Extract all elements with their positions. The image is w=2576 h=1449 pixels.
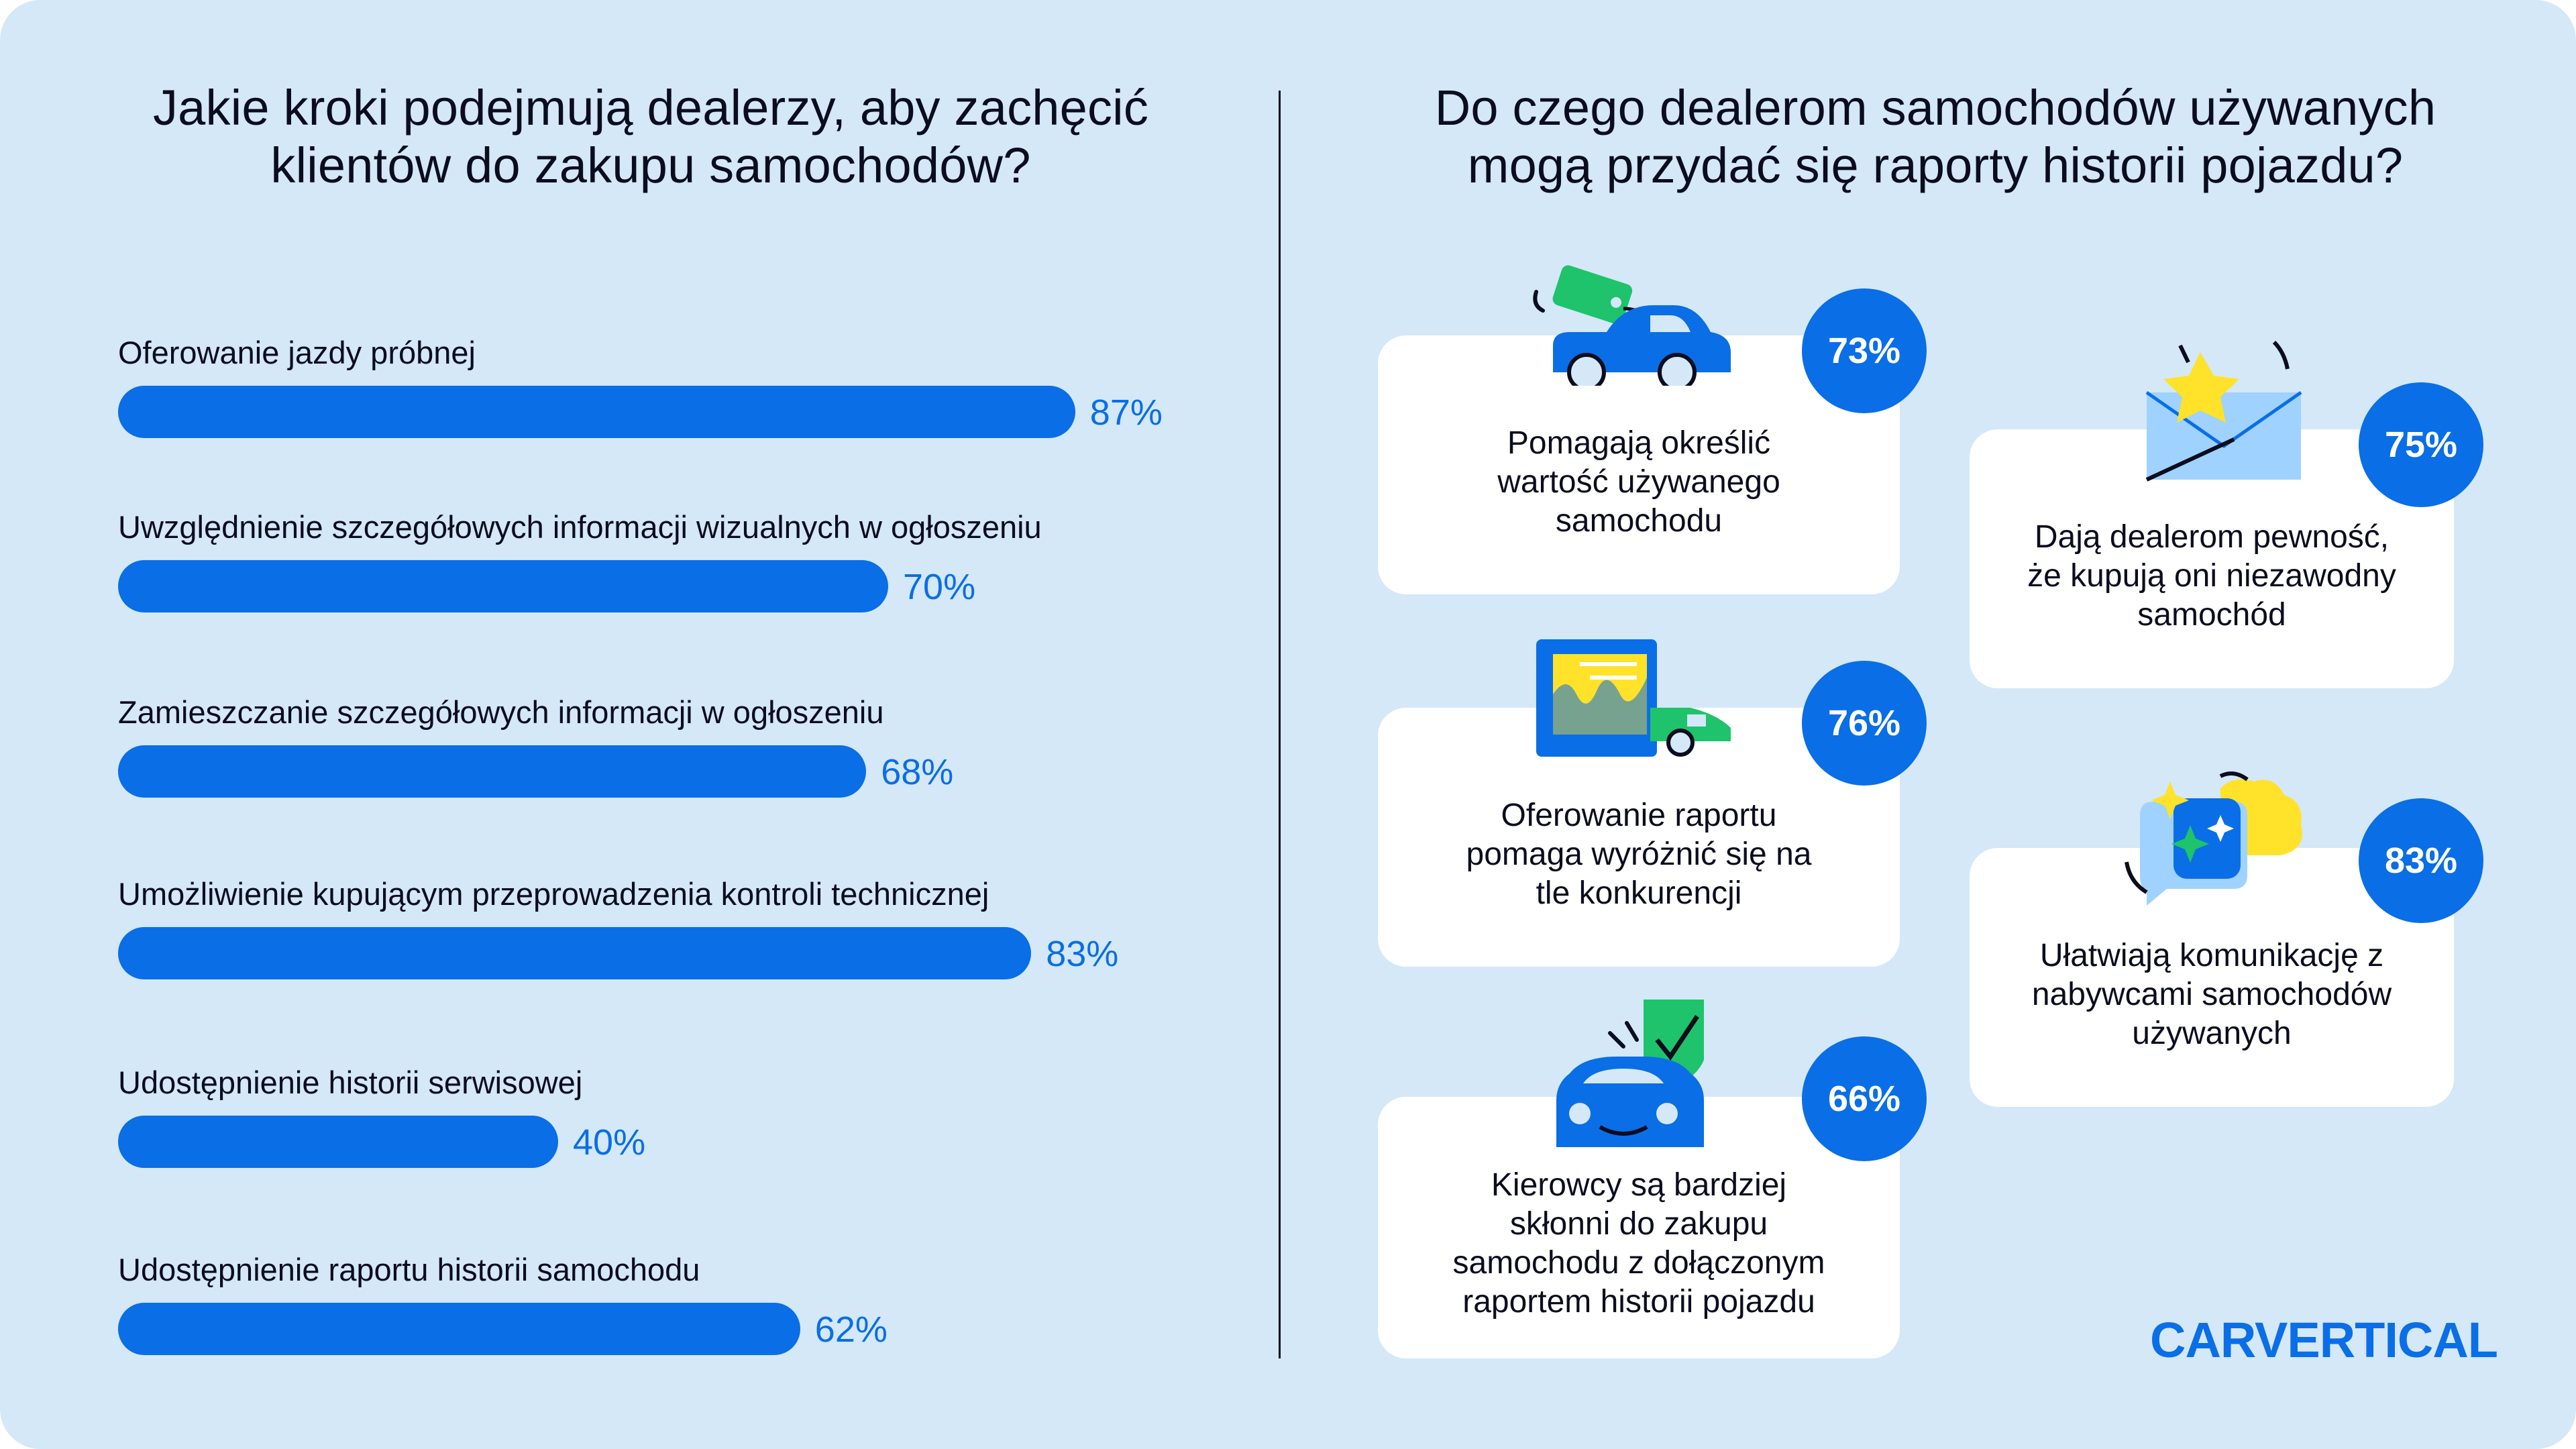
bar-label: Udostępnienie raportu historii samochodu	[118, 1252, 700, 1287]
card-line: Oferowanie raportu	[1501, 798, 1777, 833]
card-text: Oferowanie raportu pomaga wyróżnić się n…	[1398, 796, 1880, 913]
percent-badge: 66%	[1802, 1036, 1927, 1161]
bar-label: Udostępnienie historii serwisowej	[118, 1065, 583, 1100]
bar-label: Zamieszczanie szczegółowych informacji w…	[118, 694, 884, 730]
percent-badge: 76%	[1802, 661, 1927, 786]
right-title-line1: Do czego dealerom samochodów używanych	[1434, 80, 2436, 136]
left-title: Jakie kroki podejmują dealerzy, aby zach…	[87, 79, 1214, 195]
bar-value: 62%	[814, 1309, 888, 1350]
envelope-star-icon	[2145, 340, 2302, 482]
card-line: samochodu	[1555, 503, 1723, 539]
card-line: samochodu z dołączonym	[1452, 1245, 1825, 1281]
percent-badge: 83%	[2359, 798, 2483, 923]
card-line: pomaga wyróżnić się na	[1466, 837, 1812, 872]
bar-item-4: Umożliwienie kupującym przeprowadzenia k…	[118, 875, 1258, 1023]
bar-item-2: Uwzględnienie szczegółowych informacji w…	[118, 508, 1258, 656]
bar-item-5: Udostępnienie historii serwisowej 40%	[118, 1064, 1258, 1212]
bar-label: Uwzględnienie szczegółowych informacji w…	[118, 509, 1042, 545]
bar	[118, 1116, 558, 1168]
card-text: Ułatwiają komunikację z nabywcami samoch…	[1990, 936, 2434, 1053]
report-car-icon	[1536, 639, 1731, 757]
right-title-line2: mogą przydać się raporty historii pojazd…	[1467, 138, 2404, 193]
card-line: raportem historii pojazdu	[1462, 1284, 1815, 1320]
bar-value: 70%	[903, 567, 976, 607]
card-text: Kierowcy są bardziej skłonni do zakupu s…	[1398, 1166, 1880, 1322]
bar	[118, 1303, 800, 1355]
card-line: Kierowcy są bardziej	[1491, 1167, 1787, 1203]
carvertical-logo: CARVERTICAL	[2150, 1312, 2498, 1368]
card-line: nabywcami samochodów	[2031, 977, 2392, 1012]
card-line: Pomagają określić	[1507, 425, 1771, 461]
bar-item-3: Zamieszczanie szczegółowych informacji w…	[118, 694, 1258, 841]
bar	[118, 386, 1075, 438]
card-line: tle konkurencji	[1536, 875, 1742, 911]
bar-label: Oferowanie jazdy próbnej	[118, 335, 476, 370]
card-line: używanych	[2132, 1016, 2292, 1051]
bar-item-6: Udostępnienie raportu historii samochodu…	[118, 1251, 1258, 1399]
left-title-line1: Jakie kroki podejmują dealerzy, aby zach…	[152, 80, 1149, 136]
bar-value: 83%	[1046, 934, 1119, 974]
bar-label: Umożliwienie kupującym przeprowadzenia k…	[118, 876, 989, 912]
car-shield-icon	[1556, 1000, 1704, 1147]
bar-value: 40%	[573, 1122, 646, 1163]
card-line: wartość używanego	[1497, 464, 1780, 500]
bar	[118, 927, 1032, 979]
divider	[1279, 91, 1281, 1358]
card-text: Dają dealerom pewność, że kupują oni nie…	[1990, 518, 2434, 635]
left-title-line2: klientów do zakupu samochodów?	[270, 138, 1031, 193]
card-line: samochód	[2137, 597, 2286, 633]
bar	[118, 560, 888, 612]
percent-badge: 73%	[1802, 288, 1927, 413]
right-title: Do czego dealerom samochodów używanych m…	[1345, 79, 2526, 195]
chat-bubbles-icon	[2125, 771, 2302, 906]
bar-value: 68%	[881, 752, 954, 792]
card-line: skłonni do zakupu	[1509, 1206, 1768, 1242]
card-text: Pomagają określić wartość używanego samo…	[1398, 424, 1880, 541]
bar-value: 87%	[1089, 392, 1163, 433]
card-line: Ułatwiają komunikację z	[2039, 938, 2384, 973]
car-price-tag-icon	[1533, 265, 1731, 386]
bar	[118, 745, 867, 798]
bar-item-1: Oferowanie jazdy próbnej 87%	[118, 334, 1258, 482]
card-line: że kupują oni niezawodny	[2027, 558, 2396, 594]
percent-badge: 75%	[2359, 382, 2483, 507]
card-line: Dają dealerom pewność,	[2034, 519, 2390, 555]
